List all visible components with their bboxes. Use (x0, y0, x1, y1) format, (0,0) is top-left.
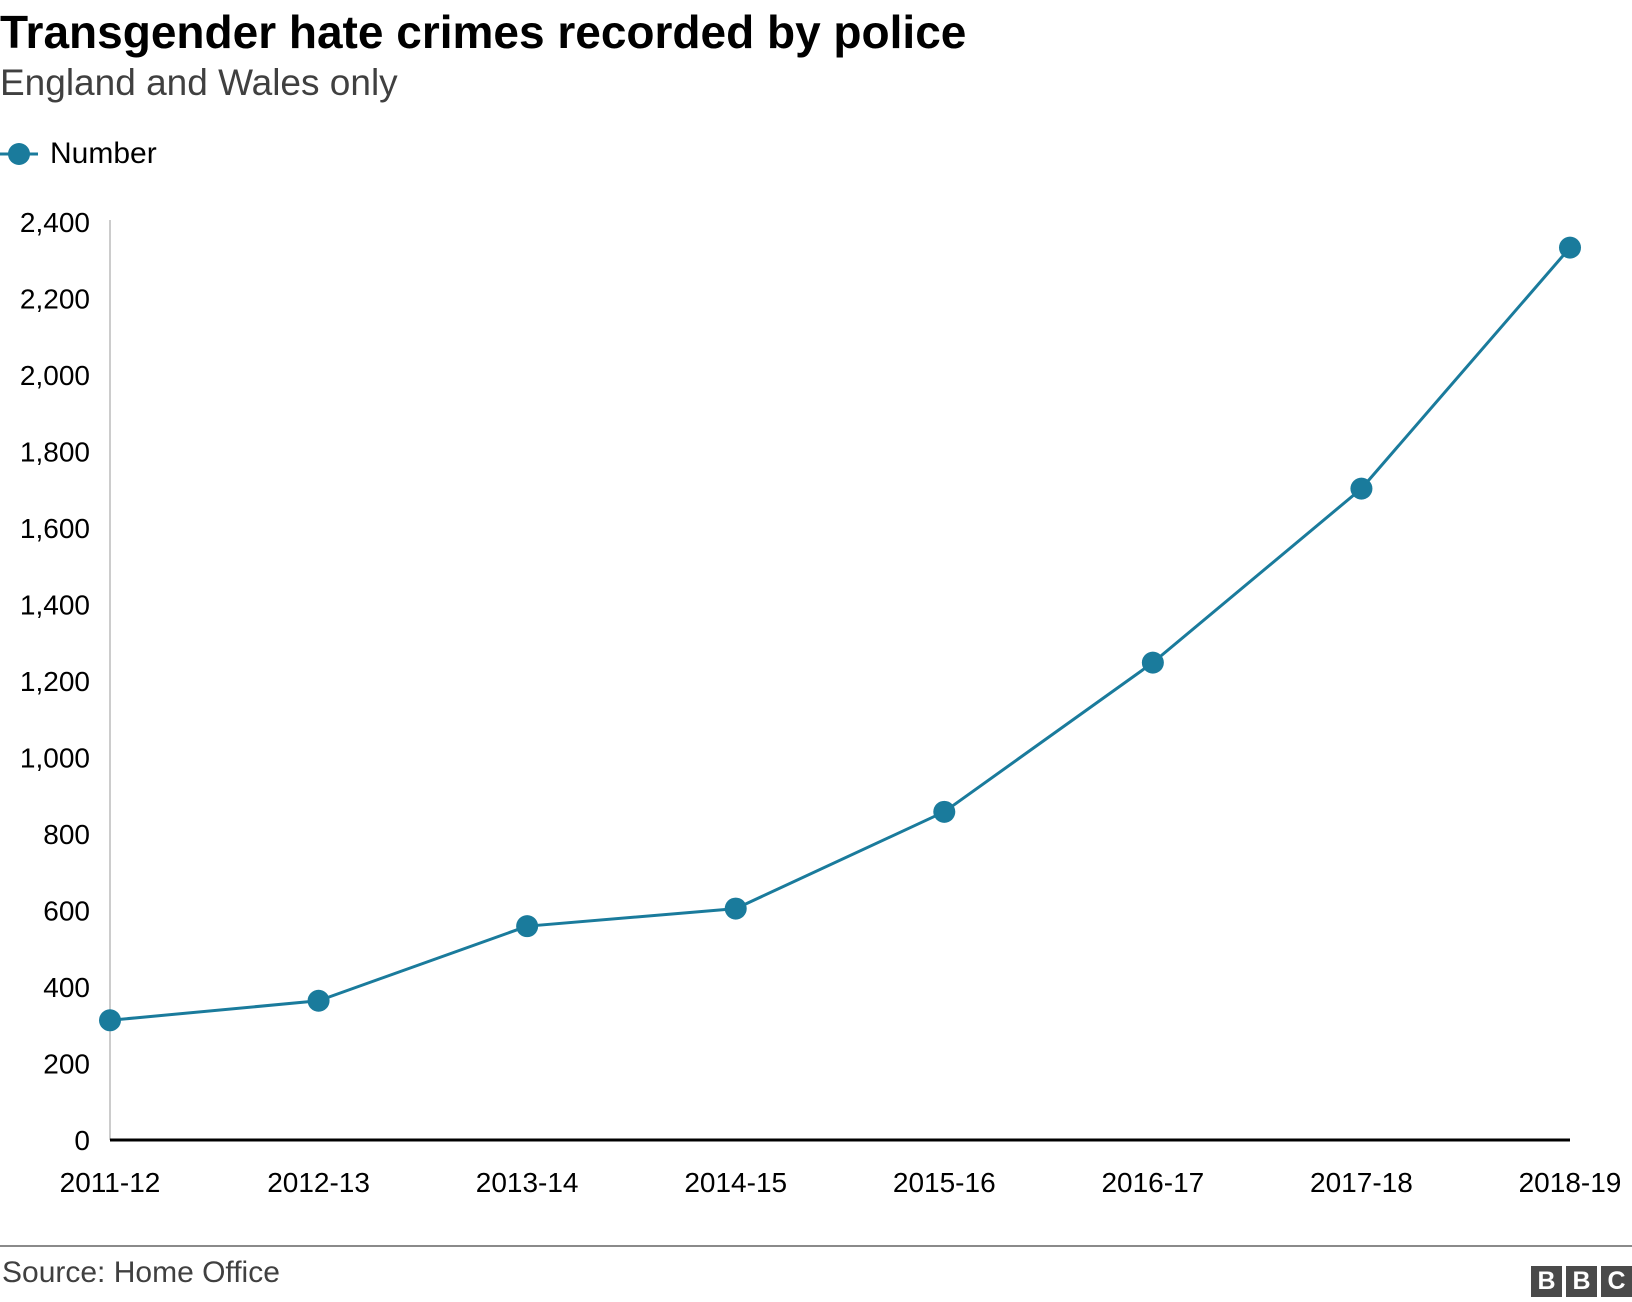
y-tick-label: 600 (43, 896, 90, 927)
chart-title: Transgender hate crimes recorded by poli… (0, 6, 967, 58)
series-line (109, 246, 1572, 1022)
y-tick-label: 400 (43, 972, 90, 1003)
chart-plot: 0 200 400 600 800 1,000 1,200 1,400 1,600 1,800 2,… (20, 207, 1622, 1198)
footer-divider (0, 1245, 1632, 1247)
y-tick-label: 2,000 (20, 360, 90, 391)
series-number (99, 236, 1581, 1032)
y-tick-label: 2,200 (20, 284, 90, 315)
data-point (1350, 477, 1373, 500)
logo-letter-3: C (1601, 1266, 1632, 1297)
x-tick-label: 2012-13 (267, 1167, 370, 1198)
x-tick-label: 2018-19 (1519, 1167, 1622, 1198)
x-tick-label: 2011-12 (60, 1167, 161, 1198)
y-tick-label: 0 (74, 1125, 90, 1156)
x-tick-label: 2017-18 (1310, 1167, 1413, 1198)
x-tick-label: 2014-15 (684, 1167, 787, 1198)
data-point (724, 897, 747, 920)
legend-swatch-icon (0, 143, 38, 165)
bbc-logo: B B C (1531, 1266, 1632, 1297)
legend-label: Number (50, 137, 157, 170)
y-tick-label: 1,200 (20, 666, 90, 697)
y-axis: 0 200 400 600 800 1,000 1,200 1,400 1,600 1,800 2,… (20, 207, 111, 1156)
y-tick-label: 800 (43, 819, 90, 850)
data-point (99, 1009, 121, 1032)
source-note: Source: Home Office (2, 1256, 280, 1289)
x-axis: 2011-12 2012-13 2013-14 2014-15 2015-16 2016-… (60, 1138, 1622, 1198)
logo-letter-2: B (1566, 1266, 1597, 1297)
legend: Number (0, 134, 157, 174)
data-point (1141, 651, 1164, 674)
data-point (516, 915, 539, 938)
y-tick-label: 1,800 (20, 437, 90, 468)
data-point (933, 800, 956, 823)
y-tick-label: 1,600 (20, 513, 90, 544)
x-tick-label: 2013-14 (476, 1167, 579, 1198)
y-tick-label: 200 (43, 1049, 90, 1080)
y-tick-label: 2,400 (20, 207, 90, 238)
x-tick-label: 2015-16 (893, 1167, 996, 1198)
y-tick-label: 1,400 (20, 590, 90, 621)
data-point (307, 989, 330, 1012)
y-tick-label: 1,000 (20, 743, 90, 774)
logo-letter-1: B (1531, 1266, 1562, 1297)
x-tick-label: 2016-17 (1101, 1167, 1204, 1198)
chart-subtitle: England and Wales only (0, 62, 398, 103)
data-point (1559, 236, 1581, 259)
